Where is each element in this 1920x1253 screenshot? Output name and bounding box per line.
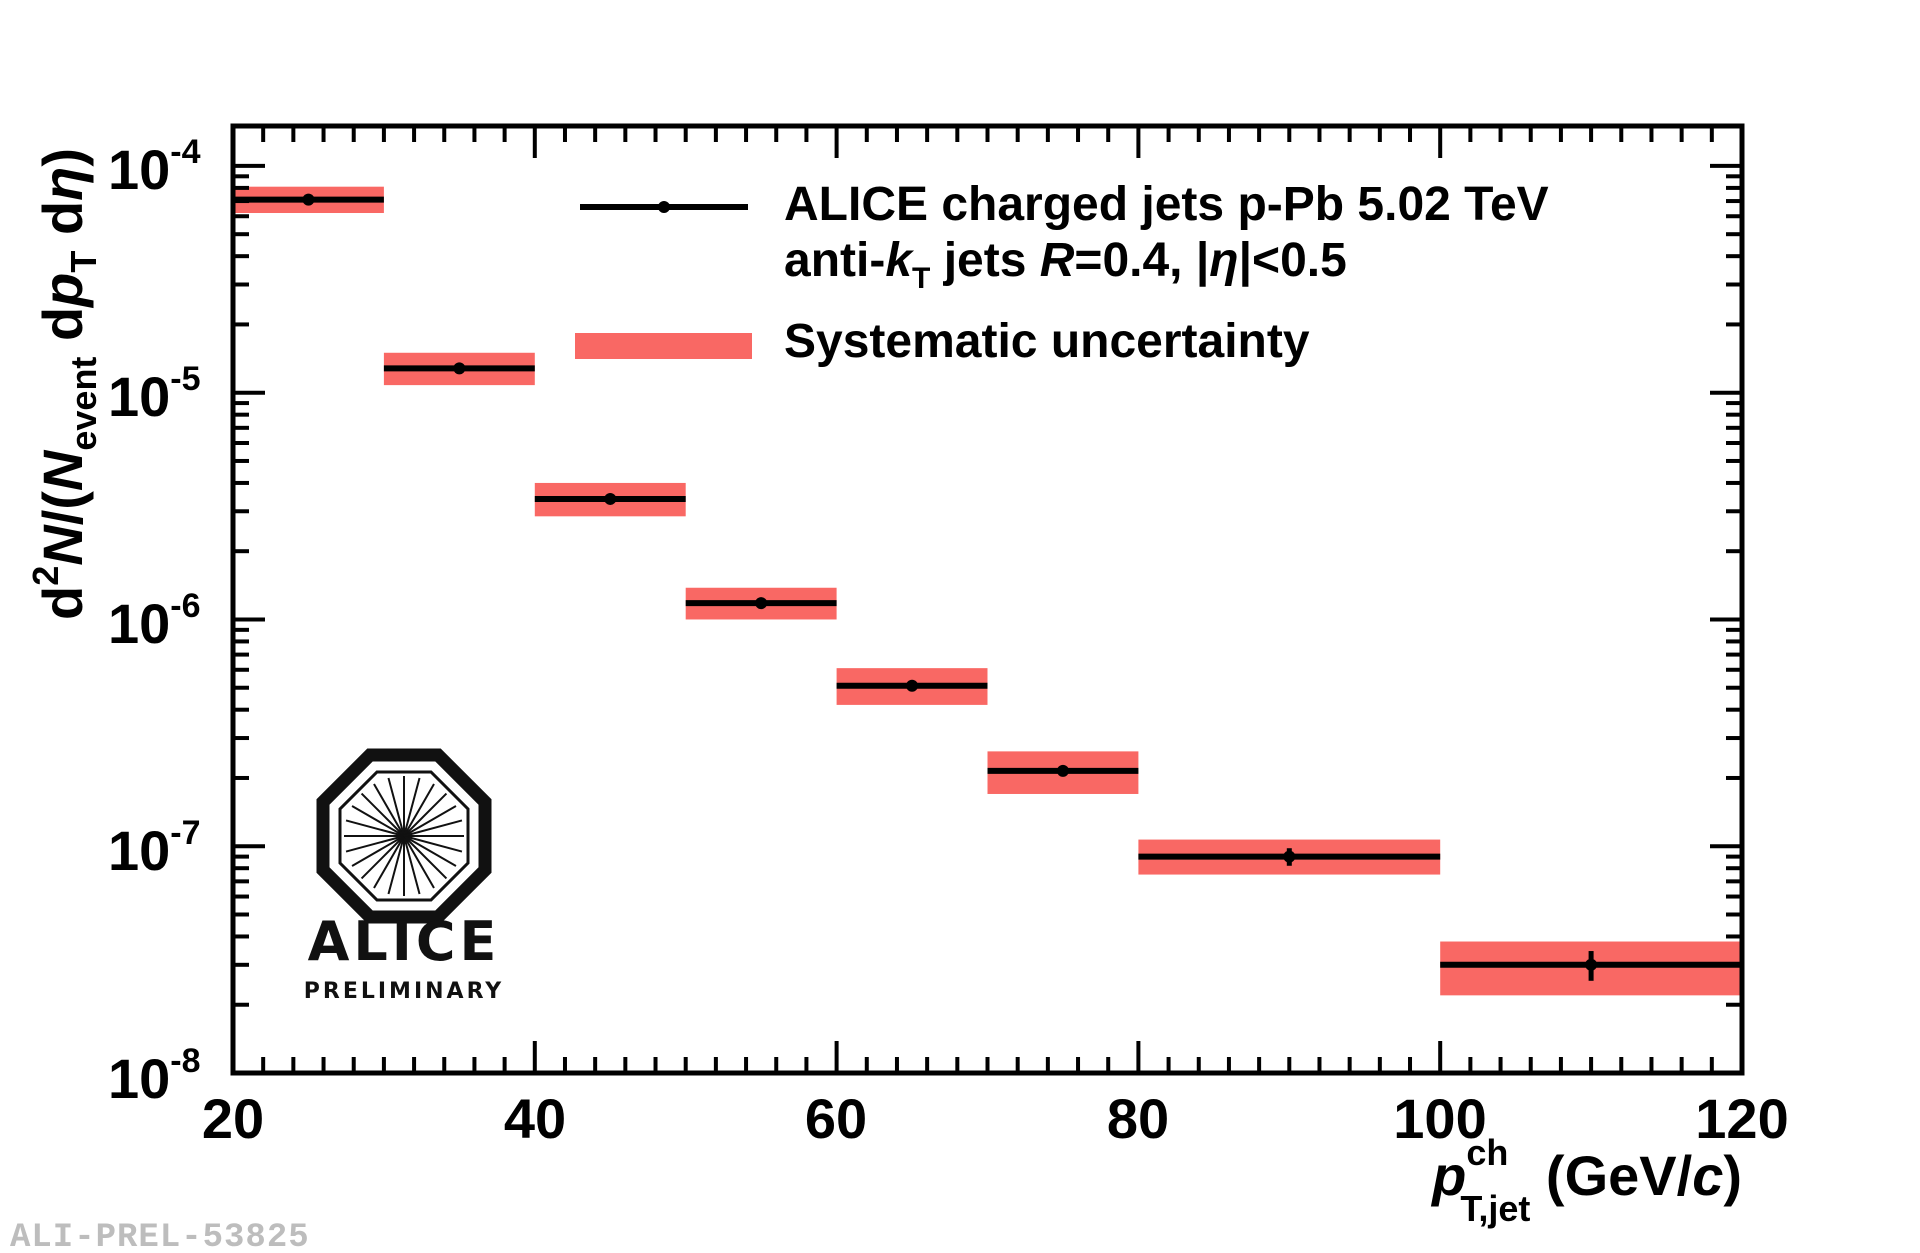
logo-ray <box>351 835 405 867</box>
logo-ray <box>345 819 405 837</box>
systematic-uncertainty-boxes <box>233 186 1742 996</box>
x-tick-label: 120 <box>1695 1087 1788 1150</box>
y-tick-labels: 10-8 10-7 10-6 10-5 10-4 <box>108 133 201 1110</box>
logo-ray <box>403 835 435 889</box>
logo-ray <box>403 835 457 867</box>
axis-ticks <box>231 126 1744 1075</box>
data-point-marker <box>604 492 617 505</box>
logo-ray <box>360 835 405 880</box>
logo-ray <box>403 805 457 837</box>
y-tick-label: 10-7 <box>108 814 201 882</box>
logo-ray <box>403 835 463 853</box>
legend-label-systematic: Systematic uncertainty <box>784 315 1310 368</box>
logo-ray <box>345 835 405 853</box>
logo-ray <box>403 819 463 837</box>
x-tick-label: 20 <box>202 1087 264 1150</box>
logo-ray <box>387 777 405 837</box>
data-point-marker <box>1585 958 1598 971</box>
data-point-marker <box>1283 850 1296 863</box>
y-tick-label: 10-5 <box>108 360 201 428</box>
figure-id-watermark: ALI-PREL-53825 <box>10 1219 310 1253</box>
alice-logo-preliminary: PRELIMINARY <box>304 979 504 1004</box>
logo-ray <box>403 792 448 837</box>
logo-ray <box>403 835 421 895</box>
logo-ray <box>403 783 435 837</box>
logo-ray <box>387 835 405 895</box>
y-tick-label: 10-8 <box>108 1042 201 1110</box>
x-tick-label: 80 <box>1107 1087 1169 1150</box>
logo-ray <box>403 777 421 837</box>
data-point-marker <box>453 362 466 375</box>
x-axis-title: pch T,jet (GeV/c) <box>1430 1132 1742 1229</box>
x-tick-label: 100 <box>1393 1087 1486 1150</box>
data-point-marker <box>755 597 768 610</box>
legend: ALICE charged jets p-Pb 5.02 TeV anti-kT… <box>575 178 1549 368</box>
y-tick-label: 10-4 <box>108 133 201 201</box>
legend-data-marker <box>658 201 670 213</box>
y-axis-title: d2N/(Nevent dpT dη) <box>25 148 104 620</box>
legend-systematic-swatch <box>575 333 752 359</box>
data-point-marker <box>906 679 919 692</box>
y-tick-label: 10-6 <box>108 587 201 655</box>
x-tick-label: 60 <box>805 1087 867 1150</box>
data-point-marker <box>302 193 315 206</box>
logo-ray <box>373 835 405 889</box>
logo-ray <box>403 835 448 880</box>
x-tick-labels: 20 40 60 80 100 120 <box>202 1087 1789 1150</box>
logo-ray <box>360 792 405 837</box>
alice-logo-emblem <box>316 748 492 924</box>
alice-logo: ALICE PRELIMINARY <box>304 748 504 1004</box>
alice-logo-wordmark: ALICE <box>308 910 501 973</box>
legend-label-selection: anti-kT jets R=0.4, |η|<0.5 <box>784 234 1347 295</box>
logo-ray <box>351 805 405 837</box>
x-tick-label: 40 <box>504 1087 566 1150</box>
data-point-marker <box>1056 764 1069 777</box>
data-points <box>233 193 1742 981</box>
logo-ray <box>373 783 405 837</box>
legend-label-data: ALICE charged jets p-Pb 5.02 TeV <box>784 178 1549 231</box>
